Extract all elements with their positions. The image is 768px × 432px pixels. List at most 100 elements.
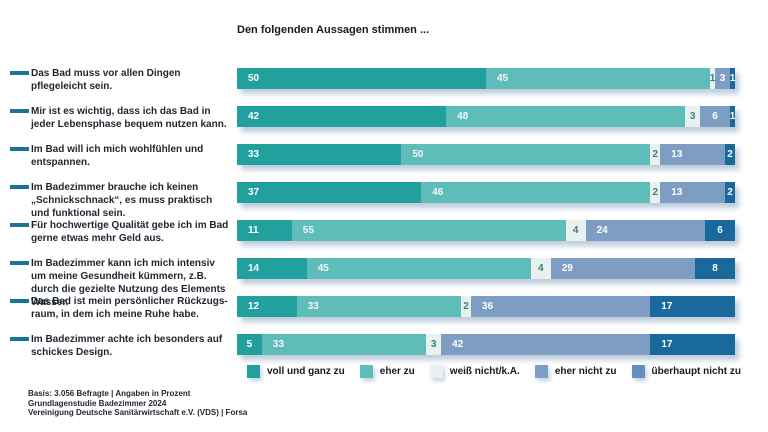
bar-segment: 24: [585, 220, 706, 241]
bar-segment: 55: [291, 220, 566, 241]
bar-segment: 3: [426, 334, 442, 355]
segment-value: 46: [432, 187, 444, 198]
segment-value: 37: [248, 187, 260, 198]
bar-segment: 17: [650, 334, 735, 355]
legend-label: eher zu: [379, 366, 415, 377]
segment-value: 2: [652, 149, 659, 160]
bar-segment: 17: [650, 296, 735, 317]
segment-value: 12: [248, 301, 260, 312]
legend-item: eher zu: [359, 365, 415, 378]
bar-segment: 4: [530, 258, 551, 279]
bar-segment: 42: [441, 334, 651, 355]
row-marker-dash-icon: [10, 337, 29, 341]
bar-segment: 11: [237, 220, 292, 241]
row-label: Für hochwertige Qualität gebe ich im Bad…: [31, 220, 229, 244]
segment-value: 3: [430, 339, 437, 350]
chart-row: Im Badezimmer kann ich mich intensiv um …: [0, 258, 768, 308]
chart-row: Im Badezimmer brauche ich keinen „Schnic…: [0, 182, 768, 219]
row-label: Das Bad ist mein persönlicher Rückzugs-r…: [31, 296, 228, 320]
segment-value: 1: [709, 73, 716, 84]
stacked-bar: 5 33 3 42 17: [237, 334, 735, 355]
segment-value: 50: [412, 149, 424, 160]
bar-segment: 6: [705, 220, 735, 241]
legend-item: voll und ganz zu: [247, 365, 345, 378]
stacked-bar: 42 48 3 6 1: [237, 106, 735, 127]
legend-swatch-icon: [534, 365, 548, 378]
bar-segment: 12: [237, 296, 297, 317]
row-label: Mir ist es wichtig, dass ich das Bad in …: [31, 106, 227, 130]
bar-segment: 45: [306, 258, 531, 279]
stacked-bar: 11 55 4 24 6: [237, 220, 735, 241]
chart-row: Das Bad ist mein persönlicher Rückzugs-r…: [0, 296, 768, 320]
legend-item: eher nicht zu: [534, 365, 617, 378]
chart-row: Mir ist es wichtig, dass ich das Bad in …: [0, 106, 768, 130]
segment-value: 1: [729, 111, 736, 122]
row-label: Im Badezimmer kann ich mich intensiv um …: [31, 258, 226, 308]
row-marker-dash-icon: [10, 223, 29, 227]
bar-segment: 5: [237, 334, 262, 355]
legend-item: überhaupt nicht zu: [631, 365, 741, 378]
legend-swatch-icon: [429, 365, 443, 378]
bar-segment: 1: [730, 68, 735, 89]
bar-segment: 50: [401, 144, 651, 165]
row-marker-dash-icon: [10, 299, 29, 303]
bar-segment: 2: [650, 182, 661, 203]
bar-segment: 33: [261, 334, 427, 355]
bar-segment: 45: [486, 68, 711, 89]
chart-legend: voll und ganz zu eher zu weiß nicht/k.A. eh…: [247, 365, 741, 378]
bar-segment: 8: [695, 258, 735, 279]
chart-row: Im Bad will ich mich wohlfühlen und ents…: [0, 144, 768, 168]
chart-row: Im Badezimmer achte ich besonders auf sc…: [0, 334, 768, 358]
legend-label: weiß nicht/k.A.: [449, 366, 520, 377]
bar-segment: 46: [421, 182, 651, 203]
legend-swatch-icon: [247, 365, 260, 378]
segment-value: 4: [572, 225, 579, 236]
row-marker-dash-icon: [10, 261, 29, 265]
bar-segment: 6: [700, 106, 730, 127]
row-marker-dash-icon: [10, 109, 29, 113]
bar-segment: 3: [685, 106, 701, 127]
legend-item: weiß nicht/k.A.: [429, 365, 520, 378]
source-note-line: Vereinigung Deutsche Sanitärwirtschaft e…: [28, 408, 248, 417]
segment-value: 3: [689, 111, 696, 122]
segment-value: 45: [497, 73, 509, 84]
segment-value: 45: [317, 263, 329, 274]
chart-row: Für hochwertige Qualität gebe ich im Bad…: [0, 220, 768, 244]
source-note: Basis: 3.056 Befragte | Angaben in Proze…: [28, 389, 247, 418]
segment-value: 17: [661, 339, 673, 350]
segment-value: 33: [272, 339, 285, 350]
segment-value: 50: [248, 73, 260, 84]
segment-value: 2: [727, 187, 733, 198]
segment-value: 6: [717, 225, 723, 236]
bar-segment: 33: [237, 144, 402, 165]
bar-segment: 1: [730, 106, 735, 127]
segment-value: 42: [452, 339, 464, 350]
chart-row: Das Bad muss vor allen Dingen pflegeleic…: [0, 68, 768, 92]
bar-segment: 29: [550, 258, 696, 279]
segment-value: 3: [719, 73, 726, 84]
segment-value: 2: [652, 187, 659, 198]
segment-value: 42: [248, 111, 260, 122]
legend-label: voll und ganz zu: [267, 366, 345, 377]
bar-segment: 37: [237, 182, 422, 203]
stacked-bar: 12 33 2 36 17: [237, 296, 735, 317]
segment-value: 33: [307, 301, 319, 312]
segment-value: 17: [661, 301, 673, 312]
row-marker-dash-icon: [10, 185, 29, 189]
stacked-bar: 37 46 2 13 2: [237, 182, 735, 203]
bar-segment: 48: [446, 106, 686, 127]
segment-value: 14: [248, 263, 260, 274]
segment-value: 2: [727, 149, 733, 160]
row-label: Im Bad will ich mich wohlfühlen und ents…: [31, 144, 204, 168]
segment-value: 4: [537, 263, 544, 274]
segment-value: 13: [671, 149, 683, 160]
segment-value: 36: [482, 301, 494, 312]
bar-segment: 3: [715, 68, 730, 89]
bar-segment: 2: [725, 144, 735, 165]
bar-segment: 33: [296, 296, 462, 317]
row-label: Im Badezimmer brauche ich keinen „Schnic…: [31, 182, 213, 219]
row-label: Im Badezimmer achte ich besonders auf sc…: [31, 334, 223, 358]
segment-value: 8: [712, 263, 718, 274]
